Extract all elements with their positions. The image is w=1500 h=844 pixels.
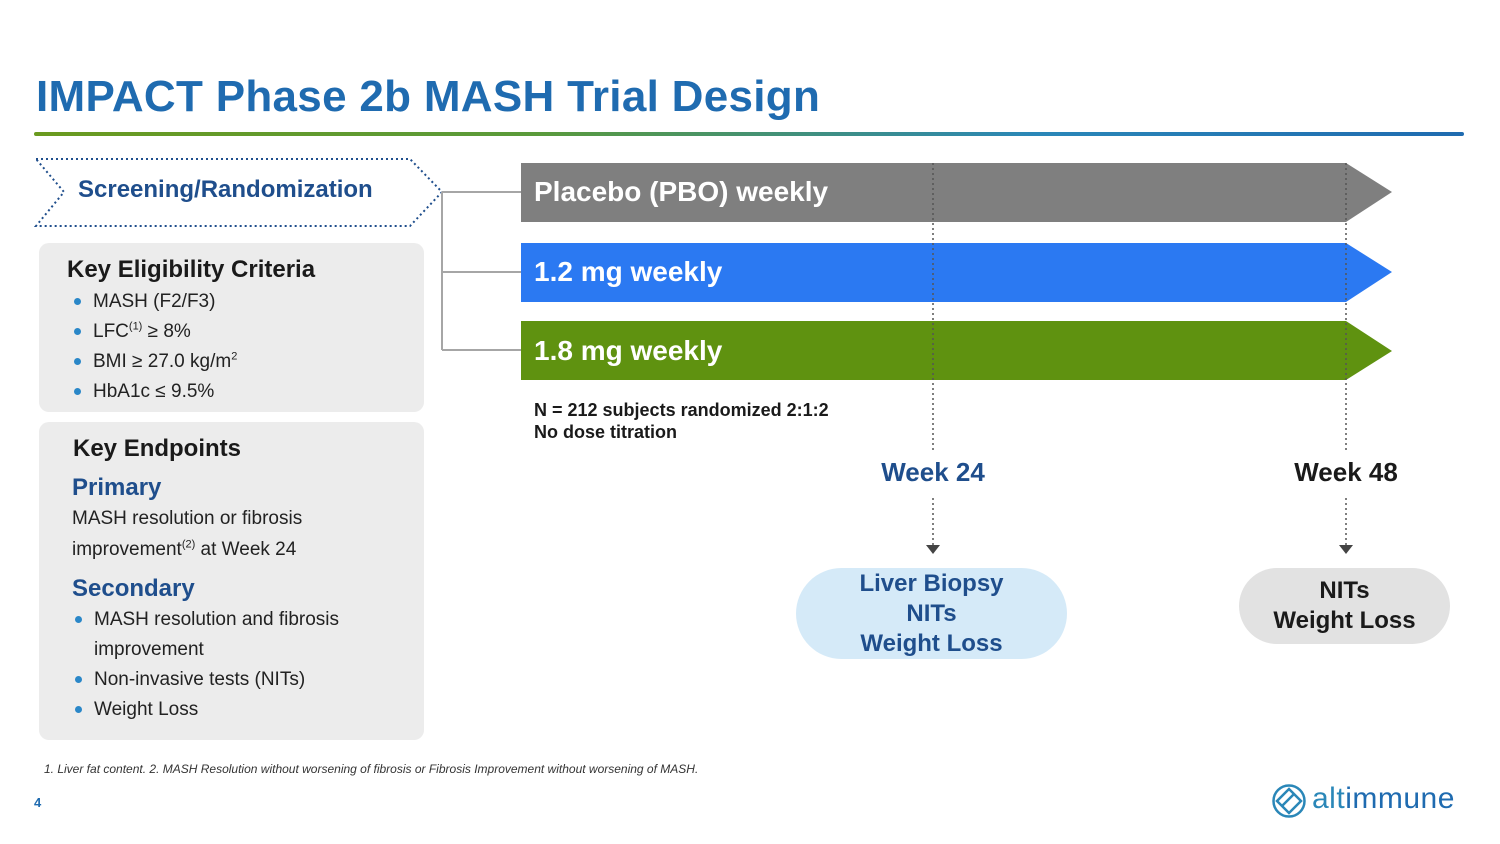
note-line-1: N = 212 subjects randomized 2:1:2 bbox=[534, 400, 829, 420]
page-title: IMPACT Phase 2b MASH Trial Design bbox=[36, 72, 821, 121]
arm-arrow-1-2mg bbox=[521, 243, 1392, 302]
secondary-list: MASH resolution and fibrosis improvement… bbox=[72, 605, 362, 725]
endpoints-panel: Key Endpoints Primary MASH resolution or… bbox=[39, 422, 424, 740]
note-line-2: No dose titration bbox=[534, 422, 677, 442]
list-item: HbA1c ≤ 9.5% bbox=[71, 377, 237, 407]
brand-wordmark-alt: alt bbox=[1312, 782, 1346, 815]
week-24-arrowhead bbox=[926, 545, 940, 554]
assessment-nits: NITs bbox=[1319, 577, 1370, 604]
screening-randomization-label: Screening/Randomization bbox=[78, 176, 373, 203]
assessment-weight-loss: Weight Loss bbox=[860, 629, 1003, 657]
secondary-heading: Secondary bbox=[72, 575, 195, 602]
title-divider bbox=[34, 132, 1464, 136]
primary-endpoint-text: MASH resolution or fibrosis improvement(… bbox=[72, 508, 303, 560]
footnote: 1. Liver fat content. 2. MASH Resolution… bbox=[44, 762, 699, 776]
arm-arrow-1-8mg bbox=[521, 321, 1392, 380]
arm-label-1-8mg: 1.8 mg weekly bbox=[534, 335, 723, 366]
arm-arrow-placebo bbox=[521, 163, 1392, 222]
week-48-label: Week 48 bbox=[1294, 457, 1398, 487]
list-item: BMI ≥ 27.0 kg/m2 bbox=[71, 347, 237, 377]
endpoints-heading: Key Endpoints bbox=[73, 435, 242, 462]
list-item: Weight Loss bbox=[72, 695, 362, 725]
arm-label-placebo: Placebo (PBO) weekly bbox=[534, 176, 829, 207]
week-48-assessments: NITs Weight Loss bbox=[1239, 568, 1450, 644]
brand-wordmark-rest: immune bbox=[1345, 782, 1455, 815]
altimmune-logo-icon bbox=[1272, 784, 1306, 818]
screening-arrow-shape bbox=[33, 158, 444, 227]
page-number: 4 bbox=[34, 795, 42, 810]
eligibility-list: MASH (F2/F3) LFC(1) ≥ 8% BMI ≥ 27.0 kg/m… bbox=[71, 287, 237, 407]
list-item: LFC(1) ≥ 8% bbox=[71, 317, 237, 347]
primary-heading: Primary bbox=[72, 474, 162, 501]
brand-wordmark: altimmune bbox=[1312, 782, 1455, 816]
list-item: MASH resolution and fibrosis improvement bbox=[72, 605, 362, 665]
list-item: Non-invasive tests (NITs) bbox=[72, 665, 362, 695]
assessment-nits: NITs bbox=[906, 599, 957, 627]
arm-label-1-2mg: 1.2 mg weekly bbox=[534, 256, 723, 287]
week-48-arrowhead bbox=[1339, 545, 1353, 554]
randomization-note: N = 212 subjects randomized 2:1:2 No dos… bbox=[534, 399, 829, 443]
assessment-liver-biopsy: Liver Biopsy bbox=[859, 569, 1004, 597]
week-24-label: Week 24 bbox=[881, 457, 985, 487]
list-item: MASH (F2/F3) bbox=[71, 287, 237, 317]
eligibility-heading: Key Eligibility Criteria bbox=[67, 256, 316, 283]
week-24-assessments: Liver Biopsy NITs Weight Loss bbox=[796, 568, 1067, 659]
eligibility-panel: Key Eligibility Criteria MASH (F2/F3) LF… bbox=[39, 243, 424, 412]
assessment-weight-loss: Weight Loss bbox=[1273, 607, 1416, 634]
